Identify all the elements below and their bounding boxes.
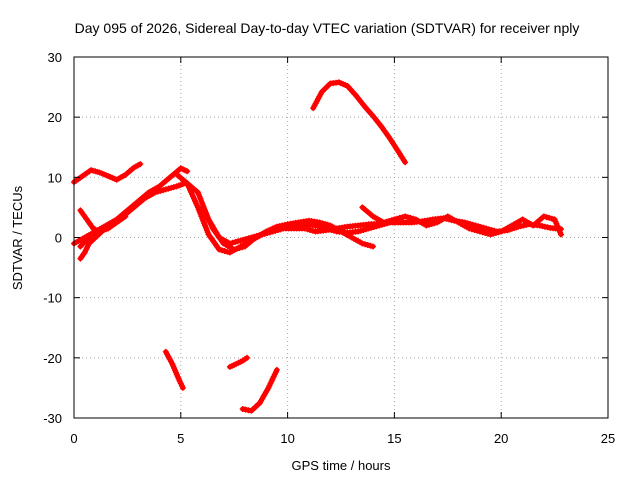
data-point bbox=[319, 220, 326, 227]
data-point bbox=[122, 213, 129, 220]
grid bbox=[74, 57, 608, 418]
data-point bbox=[355, 228, 362, 235]
data-point bbox=[368, 224, 375, 231]
data-point bbox=[468, 226, 475, 233]
data-point bbox=[154, 188, 161, 195]
data-point bbox=[426, 221, 433, 228]
x-tick-label: 25 bbox=[601, 431, 615, 446]
x-tick-label: 10 bbox=[280, 431, 294, 446]
data-point bbox=[316, 219, 323, 226]
data-point bbox=[137, 161, 144, 168]
data-point bbox=[234, 238, 241, 245]
series-arc-a bbox=[71, 161, 144, 186]
data-point bbox=[380, 219, 387, 226]
data-point bbox=[239, 244, 246, 251]
data-point bbox=[391, 216, 398, 223]
data-point bbox=[231, 246, 238, 253]
data-point bbox=[229, 239, 236, 246]
data-point bbox=[168, 184, 175, 191]
series-arc-e bbox=[77, 228, 105, 262]
data-point bbox=[98, 228, 105, 235]
data-point bbox=[469, 221, 476, 228]
data-point bbox=[423, 222, 430, 229]
data-point bbox=[471, 227, 478, 233]
y-tick-label: 20 bbox=[48, 110, 62, 125]
chart-title: Day 095 of 2026, Sidereal Day-to-day VTE… bbox=[75, 20, 580, 36]
data-point bbox=[431, 220, 438, 227]
data-point bbox=[237, 237, 244, 244]
data-point bbox=[360, 227, 367, 233]
y-tick-label: 30 bbox=[48, 50, 62, 65]
data-point bbox=[273, 366, 280, 373]
data-point bbox=[546, 214, 553, 221]
series-arc-j bbox=[310, 79, 409, 166]
data-point bbox=[407, 214, 414, 221]
y-tick-label: 0 bbox=[55, 231, 62, 246]
data-point bbox=[490, 230, 497, 237]
data-point bbox=[483, 225, 490, 232]
data-point bbox=[475, 223, 482, 230]
data-point bbox=[479, 229, 486, 236]
data-point bbox=[362, 241, 368, 248]
data-point bbox=[244, 354, 250, 361]
data-point bbox=[477, 224, 484, 230]
data-point bbox=[221, 248, 228, 254]
data-point bbox=[543, 214, 550, 221]
series-arc-m bbox=[239, 366, 280, 414]
data-point bbox=[495, 229, 502, 236]
series-line bbox=[310, 79, 408, 165]
data-point bbox=[324, 221, 331, 228]
x-tick-label: 15 bbox=[387, 431, 401, 446]
y-tick-label: -20 bbox=[43, 351, 62, 366]
data-point bbox=[388, 217, 395, 224]
data-point bbox=[383, 218, 390, 225]
y-axis-label: SDTVAR / TECUs bbox=[10, 185, 25, 290]
data-point bbox=[402, 213, 409, 220]
data-point bbox=[216, 246, 223, 253]
x-axis-label: GPS time / hours bbox=[292, 458, 391, 473]
data-point bbox=[218, 247, 225, 254]
data-point bbox=[410, 215, 417, 222]
series-arc-i bbox=[359, 204, 564, 238]
data-point bbox=[307, 227, 313, 233]
series-arc-h bbox=[199, 204, 376, 253]
data-point bbox=[396, 214, 403, 221]
data-point bbox=[482, 230, 489, 236]
data-point bbox=[540, 213, 547, 220]
y-tick-label: -10 bbox=[43, 291, 62, 306]
data-point bbox=[184, 168, 191, 175]
data-point bbox=[363, 226, 370, 233]
data-point bbox=[157, 187, 164, 194]
data-point bbox=[309, 227, 316, 234]
data-point bbox=[242, 236, 249, 242]
x-tick-label: 0 bbox=[70, 431, 77, 446]
data-point bbox=[371, 224, 378, 230]
data-series bbox=[71, 79, 564, 414]
data-point bbox=[376, 222, 383, 229]
data-point bbox=[162, 186, 169, 193]
data-point bbox=[165, 185, 172, 192]
data-point bbox=[476, 228, 483, 235]
data-point bbox=[364, 242, 371, 248]
data-point bbox=[485, 226, 492, 233]
data-point bbox=[236, 245, 243, 251]
axis-ticks: 0 5 10 15 20 25 -30 -20 -10 0 10 20 30 bbox=[43, 50, 615, 446]
data-point bbox=[487, 231, 494, 238]
data-point bbox=[548, 215, 555, 222]
data-point bbox=[179, 384, 186, 391]
x-tick-label: 5 bbox=[177, 431, 184, 446]
data-point bbox=[399, 214, 406, 221]
series-arc-l bbox=[226, 354, 250, 370]
series-arc-k bbox=[162, 348, 186, 391]
y-tick-label: 10 bbox=[48, 170, 62, 185]
data-point bbox=[402, 159, 409, 166]
data-point bbox=[558, 231, 564, 238]
x-tick-label: 20 bbox=[494, 431, 508, 446]
data-point bbox=[370, 243, 376, 250]
y-tick-label: -30 bbox=[43, 411, 62, 426]
data-point bbox=[467, 221, 474, 227]
